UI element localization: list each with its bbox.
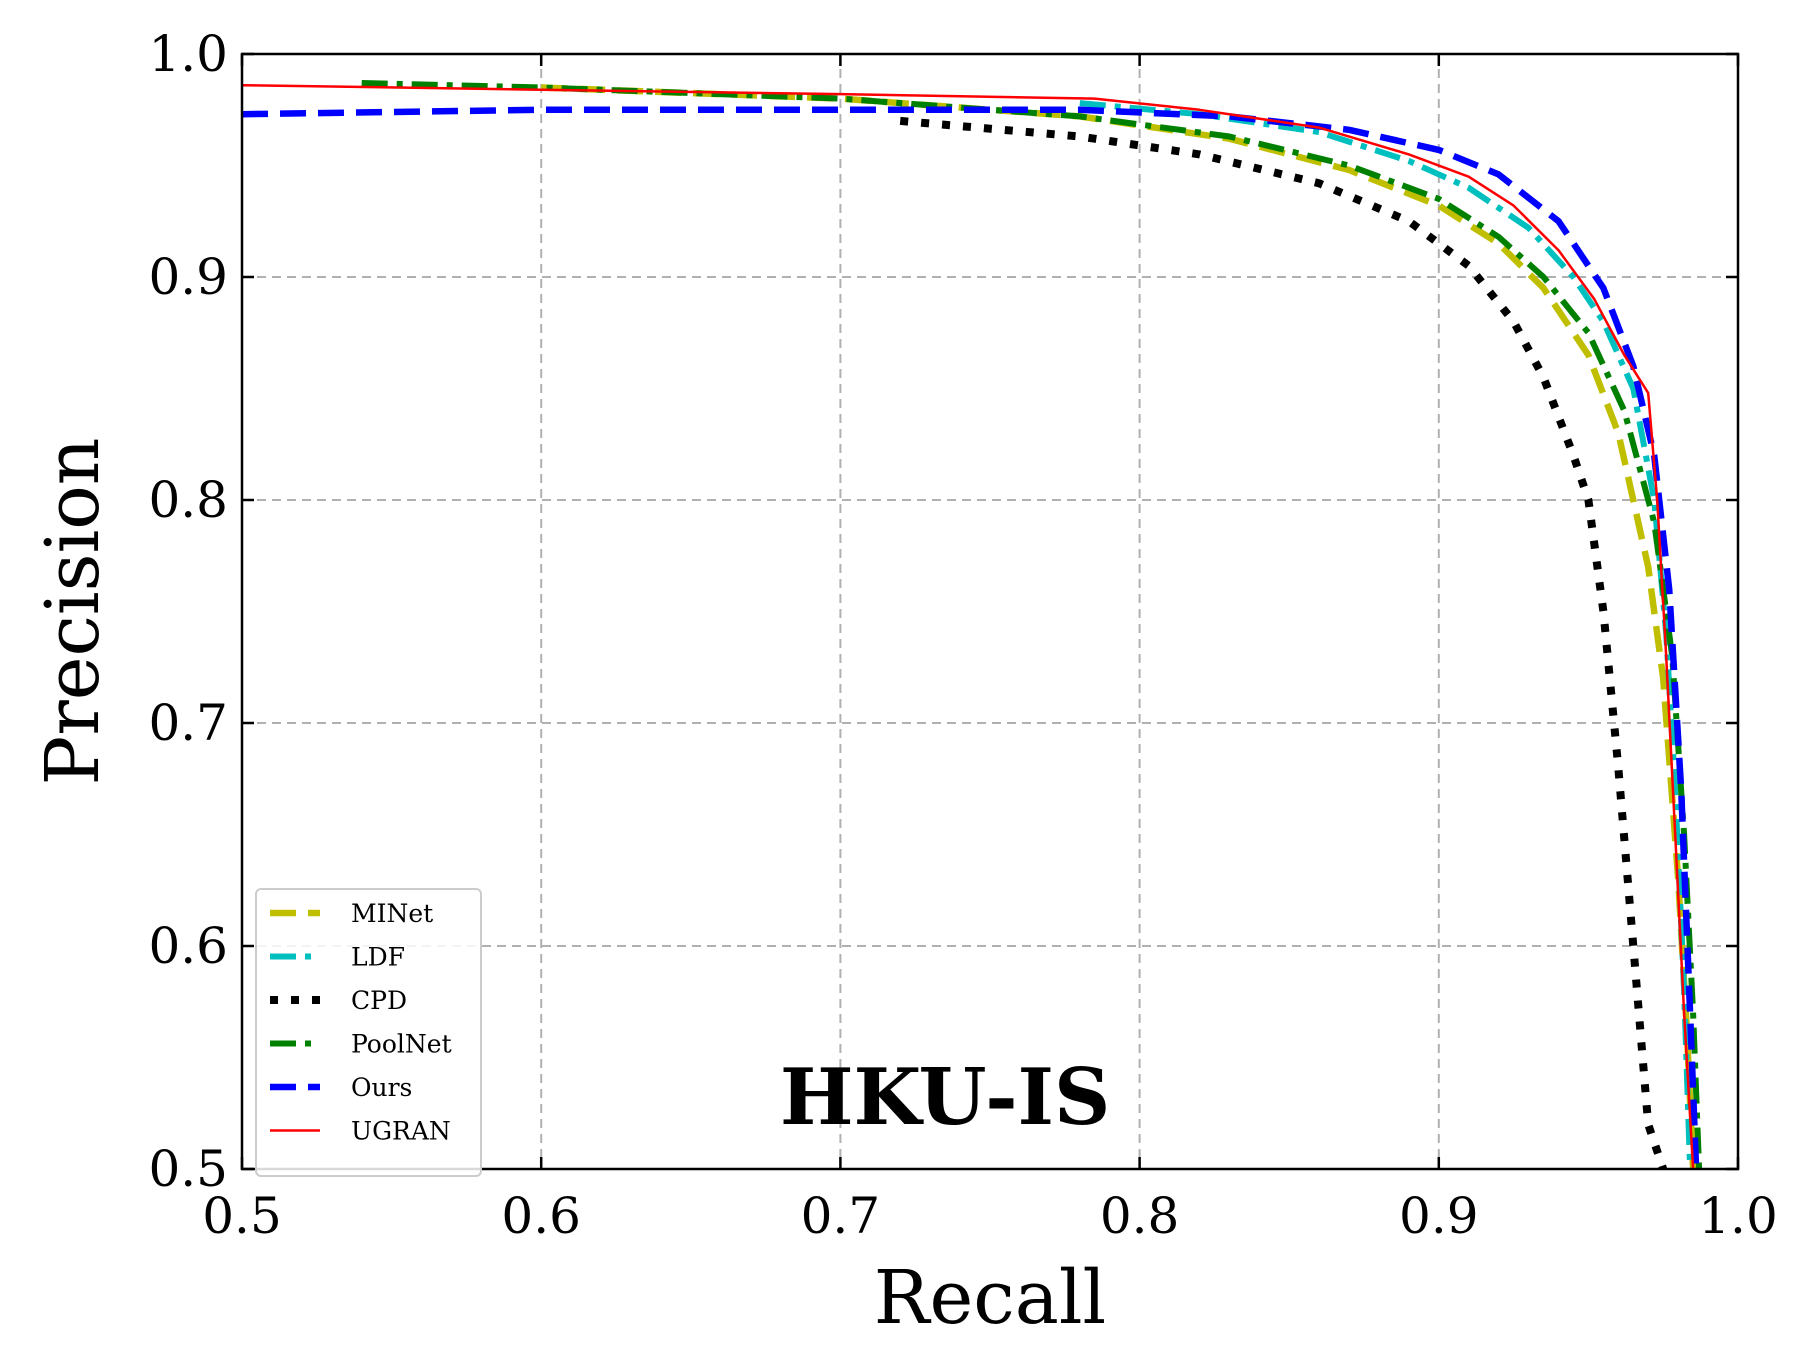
grid xyxy=(242,54,1738,1169)
x-tick-label: 0.8 xyxy=(1100,1187,1180,1245)
x-tick-label: 0.5 xyxy=(202,1187,282,1245)
legend-label: MINet xyxy=(351,899,433,928)
plot-frame xyxy=(240,52,1740,1171)
legend-label: Ours xyxy=(351,1073,412,1102)
y-axis-label: Precision xyxy=(30,438,116,786)
x-axis-label: Recall xyxy=(874,1255,1106,1341)
y-tick-label: 0.7 xyxy=(148,694,228,752)
legend-label: PoolNet xyxy=(351,1030,452,1059)
ticks xyxy=(240,52,1740,1171)
x-tick-label: 1.0 xyxy=(1698,1187,1778,1245)
legend-label: LDF xyxy=(351,943,405,972)
series-line-cpd xyxy=(899,116,1667,1171)
series-line-ours xyxy=(241,106,1700,1170)
dataset-annotation: HKU-IS xyxy=(780,1052,1111,1143)
series-line-ugran xyxy=(241,83,1695,1170)
x-tick-label: 0.7 xyxy=(801,1187,881,1245)
series-layer xyxy=(241,80,1703,1171)
tick-labels: 0.5 0.6 0.7 0.8 0.9 1.0 0.5 0.6 0.7 0.8 0.9 1.0 xyxy=(148,25,1777,1245)
x-tick-label: 0.6 xyxy=(501,1187,581,1245)
legend-label: UGRAN xyxy=(351,1117,451,1146)
legend-box xyxy=(255,888,482,1177)
series-line-ldf xyxy=(1079,100,1694,1170)
legend-label: CPD xyxy=(351,986,407,1015)
x-tick-label: 0.9 xyxy=(1399,1187,1479,1245)
y-tick-label: 1.0 xyxy=(148,25,228,83)
y-tick-label: 0.8 xyxy=(148,471,228,529)
y-tick-label: 0.5 xyxy=(148,1140,228,1198)
y-tick-label: 0.6 xyxy=(148,917,228,975)
legend: MINet LDF CPD PoolNet Ours UGRAN xyxy=(255,888,482,1177)
y-tick-label: 0.9 xyxy=(148,248,228,306)
